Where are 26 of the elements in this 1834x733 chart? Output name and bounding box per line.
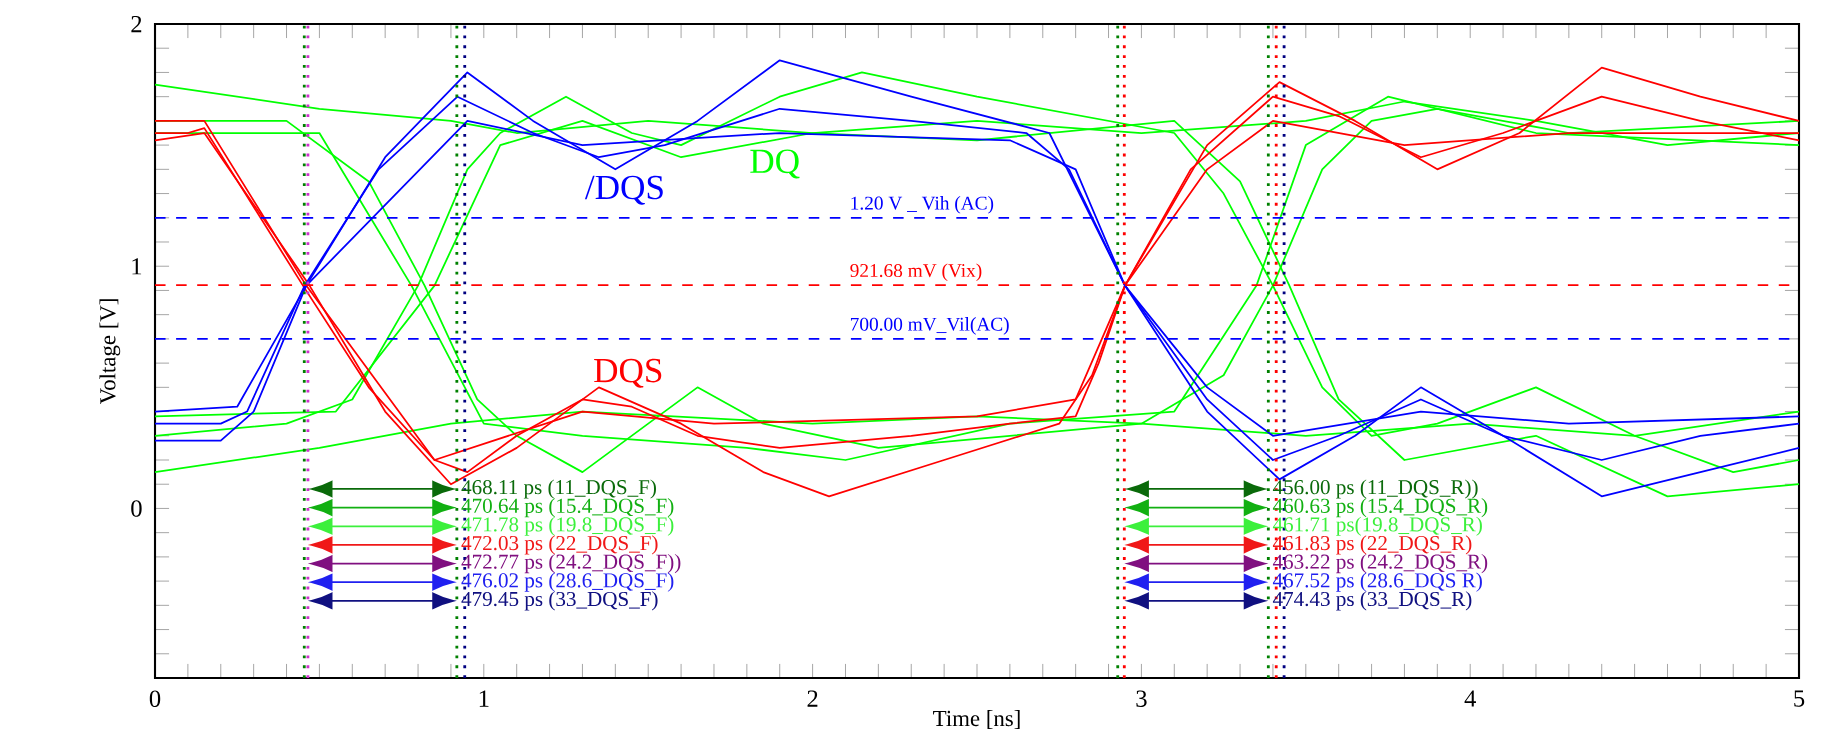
x-tick-label: 0 (149, 690, 161, 707)
ref-line-label: 1.20 V _ Vih (AC) (851, 196, 994, 214)
y-tick-label: 0 (131, 500, 142, 517)
annotation: 461.71 ps(19.8_DQS_R) (1272, 516, 1482, 536)
annotation: 474.43 ps (33_DQS_R) (1272, 591, 1472, 611)
annotation: 470.64 ps (15.4_DQS_F) (461, 498, 674, 518)
y-tick-label: 1 (132, 258, 142, 275)
annotation: 456.00 ps (11_DQS_R)) (1272, 479, 1478, 499)
series-label: DQ (750, 149, 800, 179)
series-label: DQS (594, 358, 662, 388)
x-tick-label: 5 (1794, 690, 1805, 707)
y-axis-title: Voltage [V] (99, 299, 121, 405)
annotation: 472.03 ps (22_DQS_F) (461, 535, 658, 555)
annotation: 479.45 ps (33_DQS_F) (461, 591, 658, 611)
x-tick-label: 4 (1464, 690, 1476, 707)
x-axis-title: Time [ns] (933, 710, 1020, 729)
x-tick-label: 2 (807, 690, 818, 707)
annotation: 461.83 ps (22_DQS_R) (1272, 535, 1472, 555)
ref-line-label: 921.68 mV (Vix) (850, 263, 982, 281)
series-label: /DQS (584, 175, 663, 205)
x-tick-label: 1 (479, 690, 489, 707)
x-tick-label: 3 (1136, 690, 1147, 707)
y-tick-label: 2 (131, 15, 142, 33)
annotation: 468.11 ps (11_DQS_F) (461, 479, 656, 499)
ref-line-label: 700.00 mV_Vil(AC) (850, 317, 1009, 335)
annotation: 460.63 ps (15.4_DQS_R) (1272, 498, 1488, 518)
